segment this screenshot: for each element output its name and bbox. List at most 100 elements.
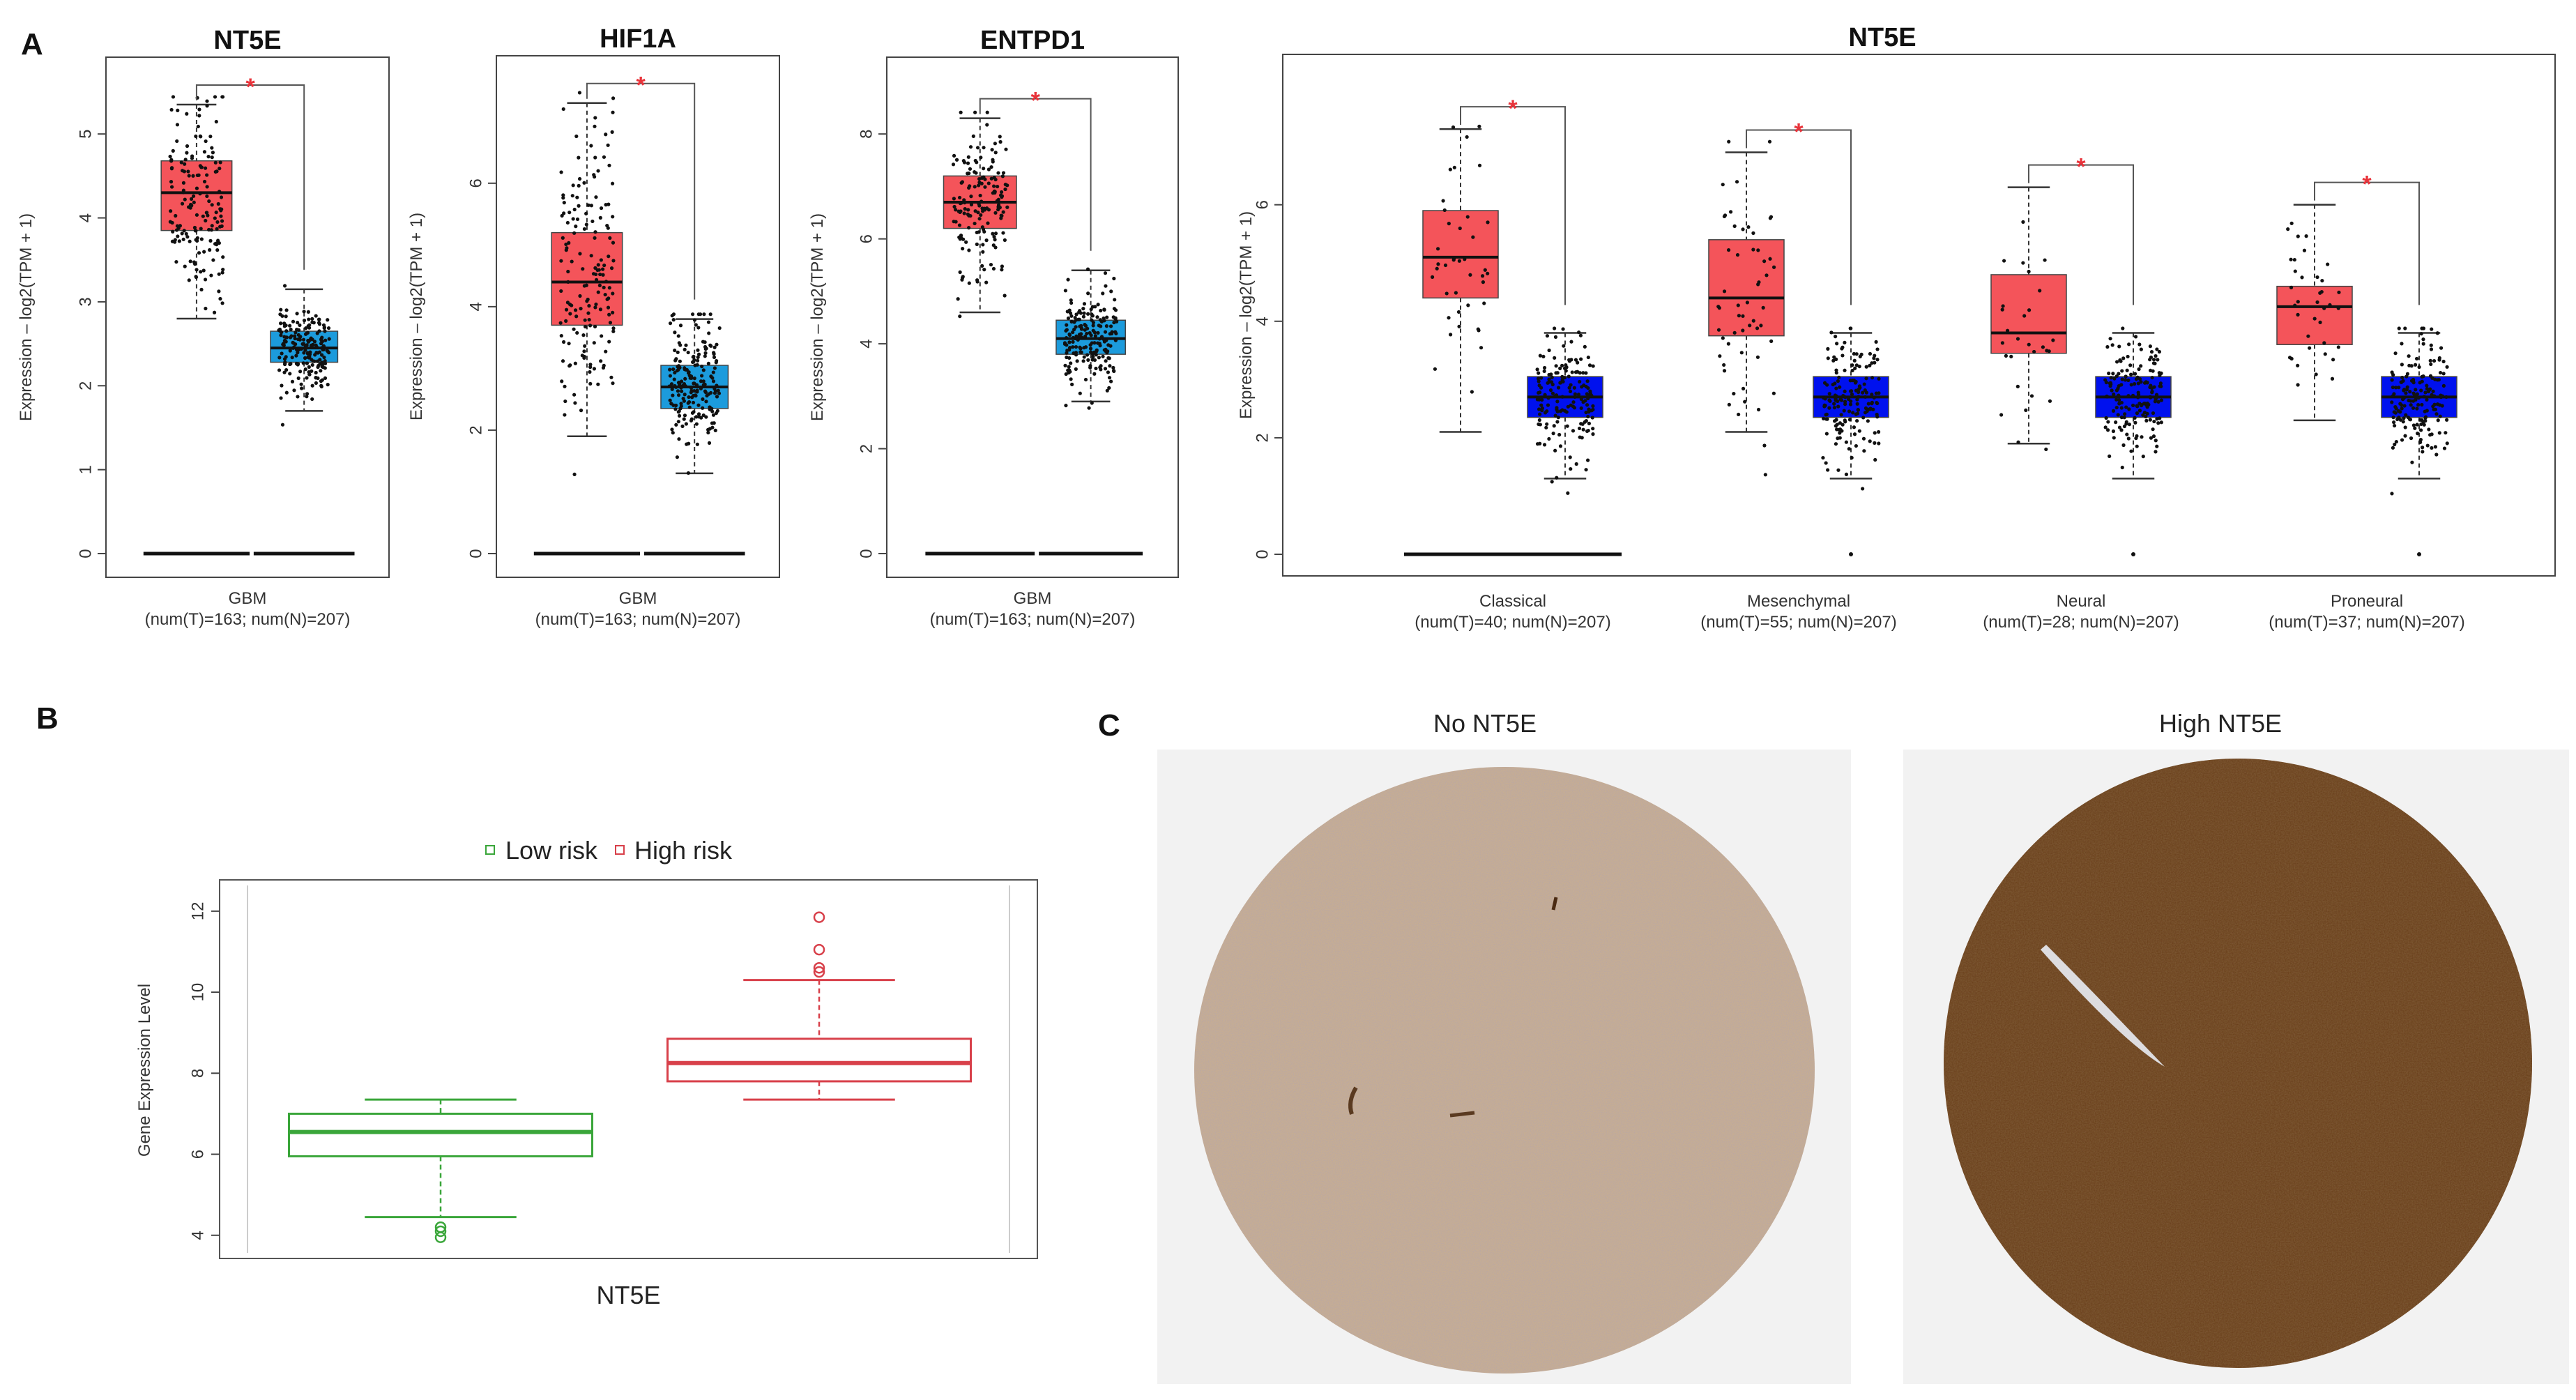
jitter-point	[2159, 420, 2163, 425]
jitter-point	[282, 370, 287, 374]
jitter-point	[1079, 350, 1083, 354]
jitter-point	[568, 312, 572, 316]
jitter-point	[1003, 183, 1007, 187]
jitter-point	[301, 337, 306, 342]
jitter-point	[2005, 328, 2010, 333]
jitter-point	[1562, 344, 1566, 348]
y-tick-label: 4	[1253, 317, 1272, 326]
x-category-sub: (num(T)=163; num(N)=207)	[145, 610, 351, 629]
y-tick-label: 3	[76, 297, 95, 306]
jitter-point	[561, 107, 565, 112]
jitter-point	[2111, 409, 2116, 413]
jitter-point	[2135, 444, 2139, 448]
jitter-point	[1741, 328, 1745, 333]
jitter-point	[558, 321, 563, 325]
jitter-point	[677, 413, 682, 418]
jitter-point	[993, 151, 998, 155]
jitter-point	[1868, 407, 1873, 411]
jitter-point	[1836, 468, 1840, 472]
jitter-point	[2129, 449, 2133, 453]
box-iqr	[160, 160, 233, 231]
jitter-point	[1999, 413, 2004, 417]
jitter-point	[689, 418, 694, 423]
jitter-point	[1569, 340, 1573, 344]
jitter-point	[2411, 406, 2416, 410]
jitter-point	[2140, 435, 2144, 439]
jitter-point	[305, 395, 309, 399]
jitter-point	[598, 215, 602, 220]
jitter-point	[321, 347, 325, 352]
jitter-point	[572, 231, 577, 235]
y-tick-label: 6	[1253, 200, 1272, 209]
jitter-point	[301, 342, 306, 346]
jitter-point	[981, 227, 986, 231]
jitter-point	[670, 387, 674, 391]
jitter-point	[2289, 285, 2294, 290]
jitter-point	[1580, 436, 1584, 440]
jitter-point	[1584, 410, 1588, 415]
jitter-point	[1068, 311, 1073, 315]
jitter-point	[218, 296, 222, 301]
jitter-point	[1859, 352, 1864, 356]
jitter-point	[2154, 395, 2158, 400]
jitter-point	[1088, 330, 1092, 335]
jitter-point	[971, 134, 975, 138]
jitter-point	[695, 363, 699, 367]
jitter-point	[220, 271, 224, 275]
jitter-point	[2431, 389, 2435, 393]
jitter-point	[2429, 347, 2434, 351]
jitter-point	[2398, 402, 2402, 406]
jitter-point	[2153, 361, 2157, 366]
jitter-point	[1537, 379, 1541, 383]
jitter-point	[567, 364, 572, 368]
jitter-point	[307, 323, 312, 327]
jitter-point	[966, 161, 970, 165]
jitter-point	[204, 139, 208, 144]
jitter-point	[319, 379, 323, 383]
jitter-point	[214, 210, 218, 215]
jitter-point	[1113, 308, 1118, 312]
jitter-point	[991, 266, 996, 271]
jitter-point	[197, 251, 201, 255]
jitter-point	[2438, 414, 2442, 418]
jitter-point	[1537, 407, 1541, 411]
jitter-point	[691, 400, 696, 405]
jitter-point	[1852, 351, 1856, 356]
jitter-point	[677, 437, 681, 441]
jitter-point	[966, 226, 971, 230]
jitter-point	[993, 177, 998, 182]
jitter-point	[205, 173, 209, 177]
jitter-point	[991, 231, 995, 236]
jitter-point	[1573, 358, 1578, 362]
jitter-point	[963, 207, 967, 211]
x-category-label: Neural	[2057, 592, 2106, 611]
jitter-point	[1872, 395, 1876, 400]
jitter-point	[211, 151, 215, 155]
jitter-point	[2150, 375, 2154, 380]
jitter-point	[1834, 335, 1838, 339]
jitter-point	[2409, 364, 2414, 368]
jitter-point	[692, 318, 697, 322]
jitter-point	[2437, 356, 2441, 360]
jitter-point	[2402, 404, 2407, 408]
jitter-point	[1838, 397, 1843, 402]
jitter-point	[2409, 436, 2414, 441]
jitter-point	[2154, 439, 2158, 443]
jitter-point	[2435, 331, 2439, 335]
jitter-point	[296, 351, 300, 355]
jitter-point	[1585, 379, 1590, 383]
jitter-point	[2300, 275, 2304, 280]
jitter-point	[1064, 403, 1068, 408]
jitter-point	[2121, 326, 2125, 330]
jitter-point	[2391, 385, 2395, 390]
jitter-point	[996, 171, 1000, 175]
jitter-point	[559, 170, 563, 174]
ihc-no-tissue-core	[1194, 767, 1815, 1374]
jitter-point	[1717, 306, 1721, 310]
jitter-point	[176, 234, 180, 238]
jitter-point	[2131, 393, 2135, 397]
jitter-point	[1739, 351, 1744, 355]
jitter-point	[602, 285, 606, 289]
subtype-group-mesenchymal: *Mesenchymal(num(T)=55; num(N)=207)	[1700, 119, 1896, 632]
jitter-point	[671, 431, 675, 435]
